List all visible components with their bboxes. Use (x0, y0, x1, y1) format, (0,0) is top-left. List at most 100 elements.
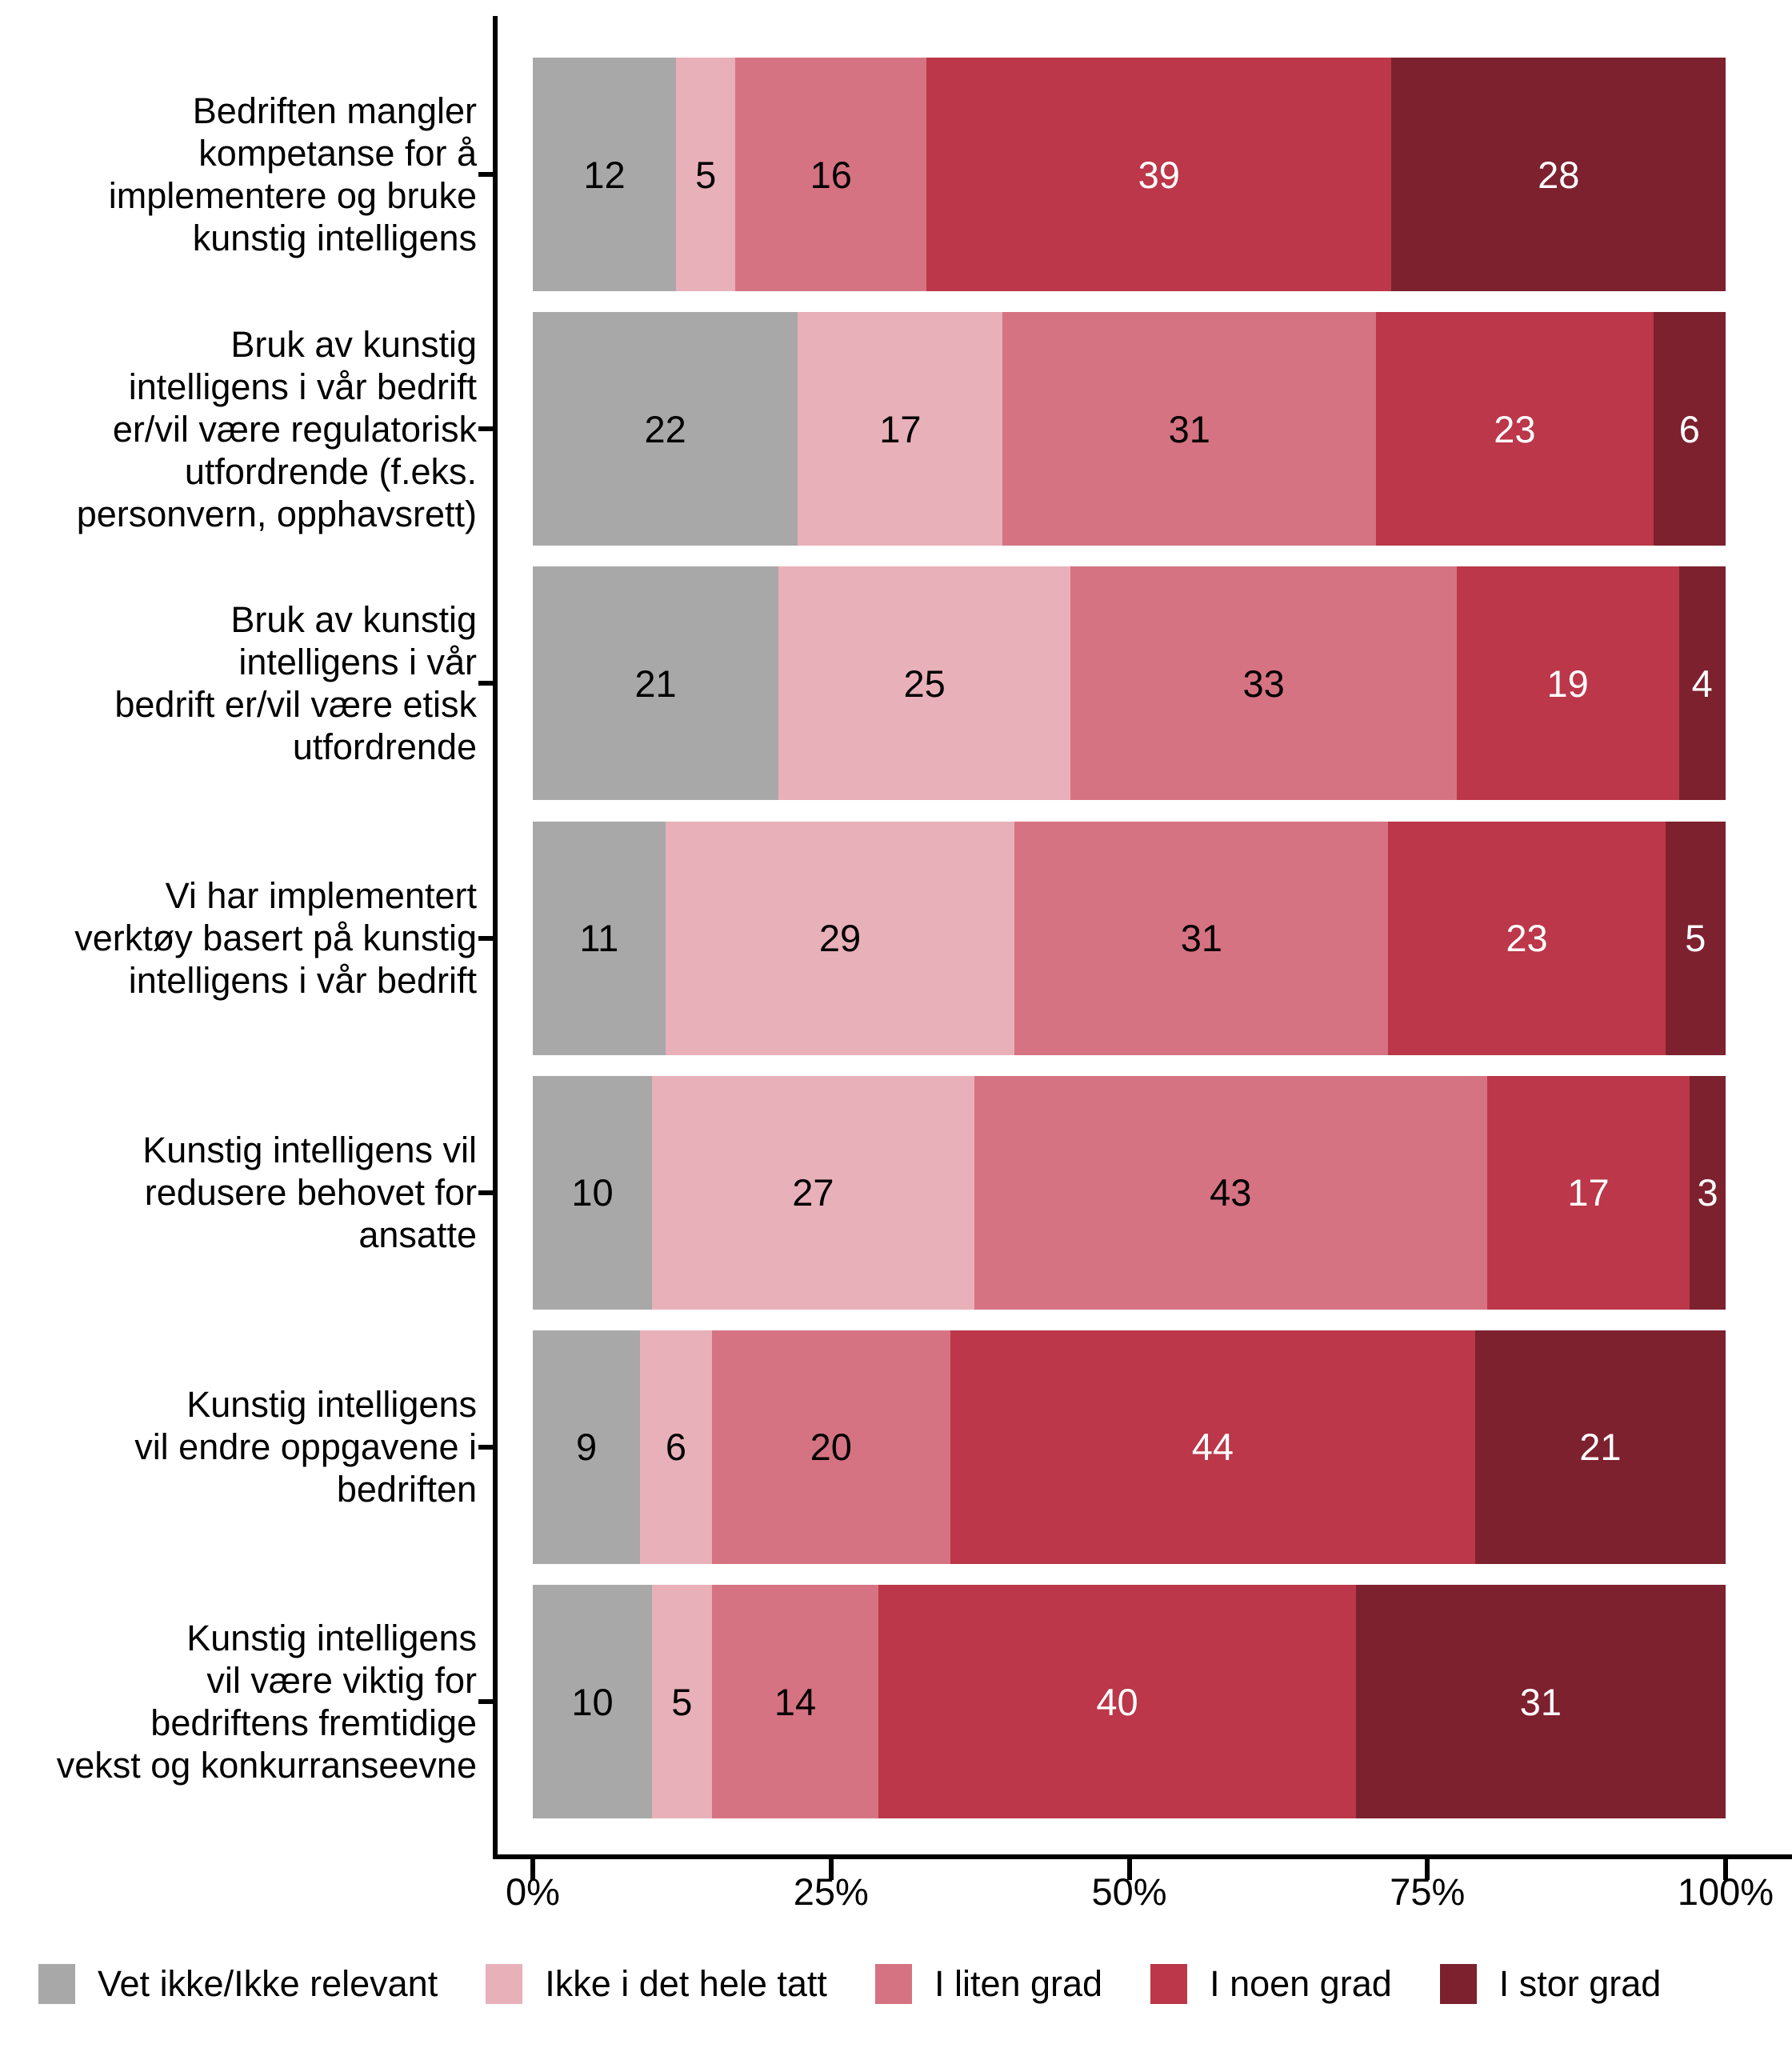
bar-segment: 33 (1070, 566, 1457, 801)
bar-segment: 29 (665, 821, 1015, 1055)
x-axis-tick-label: 50% (1091, 1870, 1167, 1913)
legend-label: Ikke i det hele tatt (545, 1963, 827, 2004)
legend-item: Vet ikke/Ikke relevant (38, 1964, 438, 2004)
bar-segment: 31 (1002, 312, 1377, 546)
bar-segment: 9 (533, 1330, 641, 1564)
x-axis-tick-label: 0% (506, 1870, 560, 1913)
bar-value-label: 14 (774, 1680, 817, 1723)
bar-segment: 12 (533, 58, 676, 291)
category-label: Bedriften mangler kompetanse for å imple… (0, 58, 477, 291)
bar-segment: 39 (926, 58, 1392, 291)
bar-value-label: 28 (1538, 153, 1580, 196)
x-axis-tick-label: 100% (1677, 1870, 1774, 1913)
bar-segment: 20 (711, 1330, 950, 1564)
bar-value-label: 5 (695, 153, 717, 196)
bar-segment: 6 (640, 1330, 712, 1564)
x-axis-tick-label: 75% (1390, 1870, 1466, 1913)
bar-segment: 17 (798, 312, 1003, 546)
category-label-text: Kunstig intelligens vil endre oppgavene … (134, 1384, 477, 1510)
bar-segment: 5 (1665, 821, 1726, 1055)
bar-segment: 23 (1376, 312, 1654, 546)
category-label-text: Bruk av kunstig intelligens i vår bedrif… (76, 323, 477, 534)
y-axis-tick (478, 1444, 493, 1450)
bar-value-label: 10 (571, 1680, 614, 1723)
category-label: Kunstig intelligens vil redusere behovet… (0, 1076, 477, 1310)
legend-label: I liten grad (934, 1963, 1103, 2004)
bar-value-label: 19 (1546, 662, 1589, 705)
category-label: Kunstig intelligens vil være viktig for … (0, 1585, 477, 1818)
category-label-text: Vi har implementert verktøy basert på ku… (74, 875, 477, 1001)
bar-value-label: 29 (818, 917, 862, 959)
legend-key-swatch (38, 1964, 75, 2004)
x-axis-tick-label: 25% (793, 1870, 869, 1913)
category-label: Vi har implementert verktøy basert på ku… (0, 822, 477, 1055)
bar-value-label: 33 (1242, 662, 1285, 705)
bar-segment: 31 (1355, 1585, 1726, 1819)
x-axis-line (493, 1854, 1792, 1859)
bar-value-label: 39 (1138, 153, 1180, 196)
category-label-text: Bruk av kunstig intelligens i vår bedrif… (114, 599, 477, 768)
x-axis-tick (828, 1859, 834, 1880)
bar-value-label: 17 (1567, 1171, 1610, 1214)
bar-segment: 22 (533, 312, 798, 546)
bar-value-label: 31 (1168, 407, 1210, 450)
legend-label: I stor grad (1498, 1963, 1662, 2004)
legend-item: I noen grad (1150, 1964, 1392, 2004)
bar-segment: 3 (1690, 1075, 1726, 1310)
bar-segment: 19 (1456, 566, 1679, 801)
bar-row: 22 17 31 23 6 (533, 312, 1726, 546)
x-axis-tick (1723, 1859, 1728, 1880)
bar-value-label: 40 (1096, 1680, 1138, 1723)
bar-segment: 16 (735, 58, 926, 291)
bar-segment: 25 (778, 566, 1071, 801)
bar-segment: 40 (878, 1585, 1356, 1819)
legend-item: I stor grad (1439, 1963, 1662, 2004)
bar-segment: 4 (1678, 566, 1726, 801)
bar-segment: 11 (533, 821, 666, 1055)
legend-key-swatch (486, 1964, 523, 2004)
legend-item: Ikke i det hele tatt (486, 1964, 827, 2004)
bar-value-label: 20 (810, 1426, 852, 1469)
bar-segment: 43 (974, 1075, 1487, 1310)
y-axis-tick (478, 1190, 493, 1195)
bar-segment: 28 (1391, 58, 1726, 291)
x-axis-tick (530, 1859, 535, 1880)
y-axis-tick (478, 172, 493, 177)
bar-segment: 23 (1388, 821, 1666, 1055)
bar-value-label: 6 (1678, 407, 1700, 450)
bar-value-label: 23 (1494, 407, 1536, 450)
category-label-text: Bedriften mangler kompetanse for å imple… (108, 90, 477, 258)
bar-value-label: 3 (1697, 1171, 1718, 1214)
bar-value-label: 22 (644, 407, 686, 450)
bar-value-label: 23 (1506, 917, 1548, 959)
bar-value-label: 31 (1519, 1680, 1562, 1723)
bar-value-label: 5 (1685, 917, 1706, 959)
y-axis-tick (478, 1699, 493, 1705)
legend-key-swatch (1150, 1964, 1188, 2004)
category-label: Bruk av kunstig intelligens i vår bedrif… (0, 566, 477, 800)
bar-segment: 6 (1653, 312, 1726, 546)
bar-value-label: 31 (1180, 917, 1222, 959)
bar-value-label: 5 (671, 1680, 693, 1723)
bar-value-label: 11 (579, 917, 619, 959)
y-axis-tick (478, 935, 493, 941)
bar-row: 11 29 31 23 5 (533, 821, 1726, 1055)
legend-label: I noen grad (1210, 1963, 1392, 2004)
bar-value-label: 25 (903, 662, 946, 705)
category-label-text: Kunstig intelligens vil redusere behovet… (142, 1130, 477, 1256)
bar-value-label: 16 (810, 153, 852, 196)
bar-segment: 21 (533, 566, 778, 801)
bar-segment: 5 (675, 58, 736, 291)
bar-row: 21 25 33 19 4 (533, 566, 1726, 801)
bar-segment: 10 (533, 1075, 653, 1310)
bar-segment: 17 (1486, 1075, 1690, 1310)
bar-value-label: 21 (1579, 1426, 1622, 1469)
bar-value-label: 9 (576, 1426, 598, 1469)
x-axis-tick (1126, 1859, 1132, 1880)
legend: Vet ikke/Ikke relevant Ikke i det hele ta… (38, 1964, 1766, 2004)
bar-row: 10 5 14 40 31 (533, 1585, 1726, 1819)
y-axis-tick (478, 681, 493, 686)
y-axis-line (493, 16, 498, 1859)
bar-row: 10 27 43 17 3 (533, 1075, 1726, 1310)
bar-segment: 31 (1014, 821, 1389, 1055)
